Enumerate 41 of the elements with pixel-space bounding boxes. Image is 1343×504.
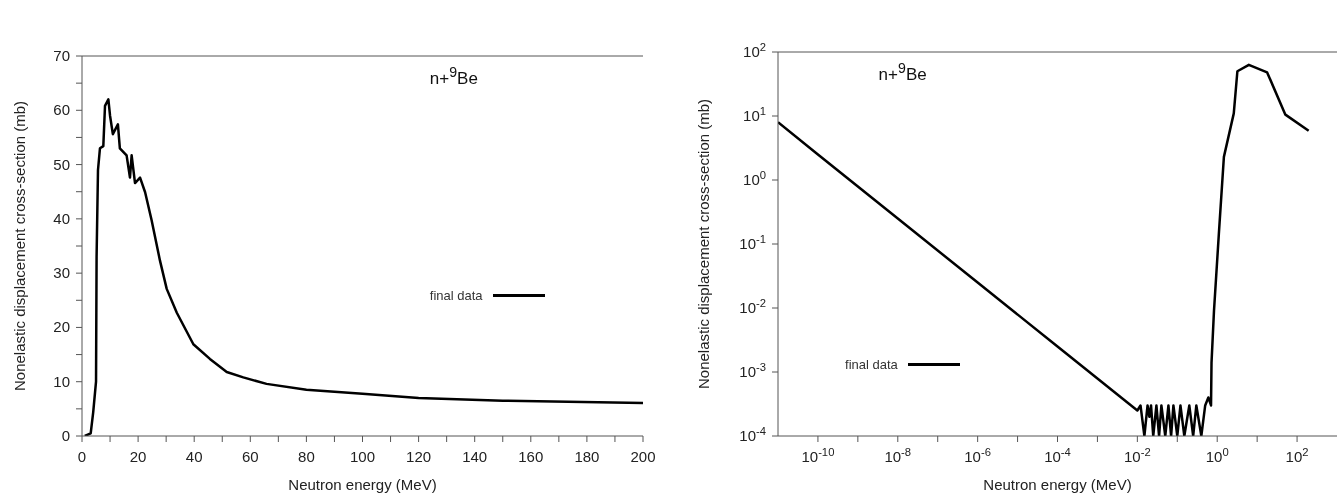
y-tick-label: 40 bbox=[53, 209, 70, 227]
annotation: n+$^{9}$Be bbox=[878, 60, 927, 85]
x-tick-label: 40 bbox=[185, 448, 203, 465]
x-tick-label: 10$^{-4}$ bbox=[1044, 446, 1071, 465]
x-tick-label: 10$^{-10}$ bbox=[801, 446, 835, 465]
x-tick-label: 160 bbox=[518, 448, 544, 465]
legend-label: final data bbox=[429, 288, 483, 304]
x-tick-label: 10$^{-8}$ bbox=[884, 446, 912, 465]
x-tick-label: 0 bbox=[77, 448, 87, 465]
x-tick-label: 100 bbox=[349, 448, 376, 465]
y-axis-title: Nonelastic displacement cross-section (mb) bbox=[695, 98, 713, 390]
x-tick-label: 120 bbox=[406, 448, 432, 465]
y-tick-label: 10$^{1}$ bbox=[743, 105, 766, 124]
y-tick-label: 70 bbox=[53, 47, 70, 64]
x-tick-label: 200 bbox=[630, 448, 656, 465]
x-tick-label: 20 bbox=[129, 448, 147, 465]
y-tick-label: 10$^{2}$ bbox=[743, 41, 766, 60]
x-tick-label: 10$^{0}$ bbox=[1205, 446, 1229, 465]
legend-label: final data bbox=[845, 357, 898, 373]
y-tick-label: 20 bbox=[53, 318, 70, 336]
x-tick-label: 10$^{-2}$ bbox=[1124, 446, 1151, 465]
y-tick-label: 10$^{-3}$ bbox=[739, 361, 766, 380]
x-axis-title: Neutron energy (MeV) bbox=[983, 476, 1132, 493]
annotation: n+$^{9}$Be bbox=[429, 64, 478, 89]
y-tick-label: 10 bbox=[53, 372, 70, 390]
y-tick-label: 50 bbox=[53, 155, 70, 173]
x-tick-label: 180 bbox=[574, 448, 600, 465]
x-axis-title: Neutron energy (MeV) bbox=[288, 476, 437, 493]
y-tick-label: 30 bbox=[53, 264, 70, 282]
y-tick-label: 10$^{-1}$ bbox=[739, 233, 766, 252]
y-tick-label: 10$^{0}$ bbox=[743, 169, 766, 188]
y-tick-label: 10$^{-4}$ bbox=[739, 425, 766, 444]
y-axis-title: Nonelastic displacement cross-section (mb) bbox=[11, 100, 29, 392]
x-tick-label: 60 bbox=[241, 448, 259, 465]
y-tick-label: 10$^{-2}$ bbox=[739, 297, 766, 316]
x-tick-label: 10$^{2}$ bbox=[1285, 446, 1309, 465]
x-tick-label: 10$^{-6}$ bbox=[964, 446, 991, 465]
y-tick-label: 60 bbox=[53, 101, 70, 119]
x-tick-label: 140 bbox=[462, 448, 488, 465]
y-tick-label: 0 bbox=[61, 427, 70, 444]
x-tick-label: 80 bbox=[298, 448, 315, 465]
